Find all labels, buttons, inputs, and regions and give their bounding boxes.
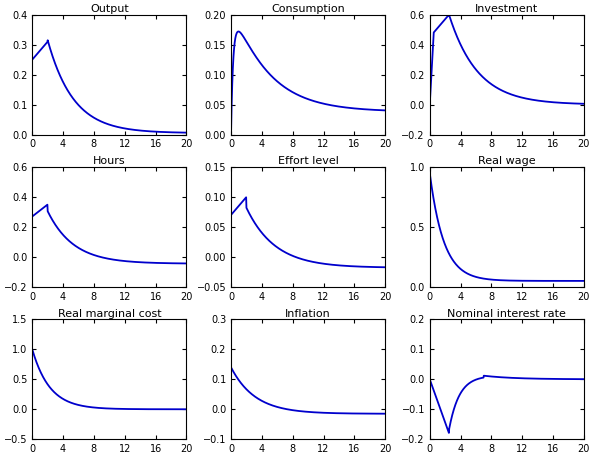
- Title: Investment: Investment: [475, 4, 538, 14]
- Title: Effort level: Effort level: [277, 156, 339, 166]
- Title: Inflation: Inflation: [285, 309, 331, 319]
- Title: Nominal interest rate: Nominal interest rate: [447, 309, 566, 319]
- Title: Real marginal cost: Real marginal cost: [58, 309, 161, 319]
- Title: Hours: Hours: [93, 156, 126, 166]
- Title: Real wage: Real wage: [478, 156, 536, 166]
- Title: Consumption: Consumption: [271, 4, 345, 14]
- Title: Output: Output: [90, 4, 129, 14]
